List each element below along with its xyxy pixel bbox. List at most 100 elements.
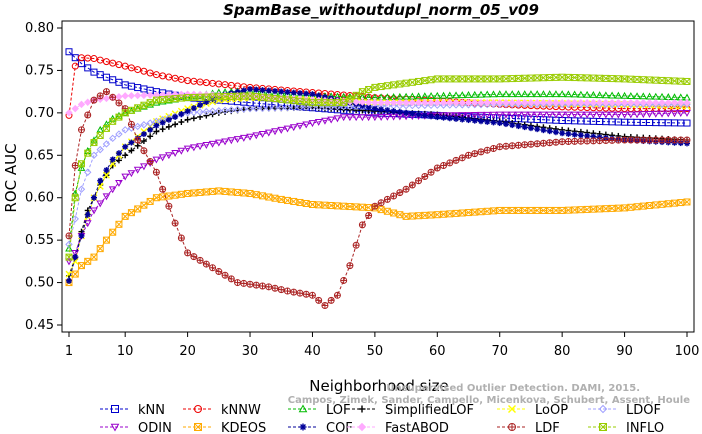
data-point-ldof <box>65 240 73 249</box>
data-point-fastabod <box>452 98 460 107</box>
data-point-kdeos <box>452 209 460 217</box>
data-point-inflo <box>115 113 123 121</box>
legend-marker-simplifiedlof <box>358 405 366 413</box>
legend-item-cof: COF <box>288 421 353 434</box>
data-point-ldof <box>133 122 142 131</box>
data-point-lof <box>502 90 510 98</box>
data-point-simplifiedlof <box>178 119 185 126</box>
data-point-ldf <box>377 199 385 207</box>
data-point-kdeos <box>358 203 366 211</box>
data-point-kdeos <box>677 199 685 207</box>
data-point-kdeos <box>215 187 223 195</box>
data-point-ldf <box>589 137 597 145</box>
legend-item-fastabod: FastABOD <box>347 421 449 434</box>
data-point-lof <box>520 90 529 98</box>
data-point-fastabod <box>677 98 685 107</box>
data-point-ldf <box>383 195 391 203</box>
data-point-inflo <box>683 77 691 85</box>
data-point-odin <box>608 111 616 119</box>
data-point-fastabod <box>446 98 454 107</box>
data-point-cof <box>278 88 285 95</box>
data-point-cof <box>103 167 110 174</box>
data-point-kdeos <box>308 201 316 209</box>
series-line-ldf <box>68 91 687 307</box>
series-ldf <box>65 88 691 309</box>
data-point-odin <box>470 111 479 119</box>
series-line-odin <box>68 112 688 262</box>
data-point-ldf <box>583 137 591 145</box>
data-point-knn <box>65 48 73 56</box>
data-point-odin <box>346 114 354 122</box>
data-point-fastabod <box>527 98 535 107</box>
data-point-odin <box>495 111 504 119</box>
data-point-kdeos <box>240 189 248 197</box>
data-point-fastabod <box>577 98 585 107</box>
data-point-lof <box>583 90 591 98</box>
data-point-kdeos <box>396 211 404 219</box>
legend-marker-inflo <box>599 423 607 431</box>
data-point-odin <box>71 249 80 257</box>
data-point-odin <box>102 193 111 201</box>
data-point-inflo <box>658 76 666 84</box>
data-point-cof <box>484 118 491 125</box>
data-point-cof <box>434 114 441 121</box>
data-point-inflo <box>608 75 616 83</box>
data-point-ldof <box>121 126 129 134</box>
data-point-cof <box>259 87 266 94</box>
data-point-fastabod <box>352 98 360 106</box>
data-point-kdeos <box>102 236 110 244</box>
data-point-ldof <box>115 130 123 138</box>
data-point-ldf <box>621 136 629 144</box>
axes: 1 10 20 30 40 50 60 70 80 90 100 0.45 0.50 0.55 0.60 0.… <box>25 20 700 359</box>
data-point-lof <box>564 90 573 98</box>
data-point-odin <box>614 111 623 119</box>
data-point-ldf <box>427 168 435 176</box>
data-point-ldof <box>233 105 242 114</box>
data-point-odin <box>371 114 379 122</box>
legend-item-knnw: kNNW <box>183 403 261 418</box>
data-point-kdeos <box>377 206 385 214</box>
data-point-cof <box>421 112 428 119</box>
data-point-ldf <box>127 120 135 128</box>
data-point-ldf <box>190 253 198 261</box>
data-point-fastabod <box>570 98 579 107</box>
data-point-ldf <box>352 241 360 249</box>
data-point-inflo <box>377 83 385 91</box>
data-point-ldof <box>252 104 260 113</box>
data-point-kdeos <box>109 228 117 236</box>
data-point-odin <box>227 137 236 145</box>
data-point-ldf <box>396 189 404 197</box>
data-point-ldf <box>521 141 529 149</box>
data-point-lof <box>495 90 504 98</box>
data-point-cof <box>371 105 378 112</box>
data-point-fastabod <box>683 98 691 107</box>
x-tick-label: 100 <box>675 344 700 359</box>
data-point-lof <box>633 92 641 100</box>
data-point-lof <box>483 90 492 98</box>
data-point-cof <box>577 132 584 139</box>
data-point-ldf <box>265 283 273 291</box>
data-point-inflo <box>109 117 117 125</box>
data-point-inflo <box>90 139 98 147</box>
data-point-cof <box>521 124 528 131</box>
data-point-ldof <box>102 140 111 148</box>
data-point-odin <box>165 152 173 160</box>
data-point-kdeos <box>96 245 104 253</box>
data-point-fastabod <box>115 93 123 101</box>
data-point-kdeos <box>402 212 410 220</box>
data-point-inflo <box>458 75 466 83</box>
data-point-lof <box>533 90 542 98</box>
data-point-ldf <box>571 137 579 145</box>
data-point-kdeos <box>577 206 585 214</box>
data-point-cof <box>478 118 484 125</box>
data-point-kdeos <box>140 201 148 209</box>
legend: kNN kNNW LOF SimplifiedLOF LoOP LDOF ODIN KDEOS… <box>100 403 664 434</box>
data-point-ldf <box>683 136 691 144</box>
data-point-fastabod <box>140 91 148 100</box>
data-point-inflo <box>96 131 104 139</box>
data-point-inflo <box>646 76 654 84</box>
x-tick-label: 50 <box>367 344 384 359</box>
data-point-ldf <box>552 138 560 146</box>
data-point-ldof <box>346 102 354 111</box>
data-point-knnw <box>71 62 79 70</box>
